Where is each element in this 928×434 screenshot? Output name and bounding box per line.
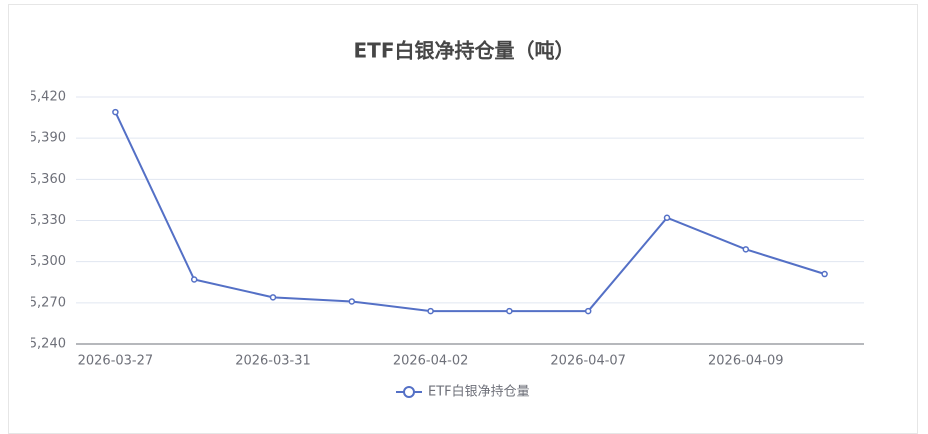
point: [742, 246, 750, 253]
point: [506, 307, 513, 315]
chart-title: ETF白银净持仓量（吨）: [354, 39, 575, 63]
point: [427, 307, 434, 315]
x-tick-label: 2026-04-02: [393, 354, 469, 369]
y-tick-label: 15,300: [21, 254, 67, 269]
line: [114, 111, 825, 313]
point: [112, 108, 119, 116]
point: [821, 270, 828, 278]
y-tick-label: 15,270: [21, 295, 67, 310]
y-tick-label: 15,330: [21, 213, 67, 228]
point: [190, 276, 198, 283]
y-tick-label: 15,390: [21, 131, 67, 146]
point: [584, 307, 592, 315]
x-tick-label: 2026-03-31: [235, 354, 311, 369]
point: [348, 298, 356, 305]
x-tick-label: 2026-04-09: [708, 354, 784, 369]
y-tick-label: 15,240: [21, 337, 67, 352]
x-tick-label: 2026-03-27: [78, 354, 154, 369]
x-tick-label: 2026-04-07: [550, 354, 626, 369]
point: [269, 294, 277, 301]
y-tick-label: 15,420: [21, 90, 67, 105]
point: [663, 214, 671, 222]
y-tick-label: 15,360: [21, 172, 67, 187]
legend-marker: [403, 386, 415, 398]
legend-label: ETF白银净持仓量: [428, 384, 530, 400]
